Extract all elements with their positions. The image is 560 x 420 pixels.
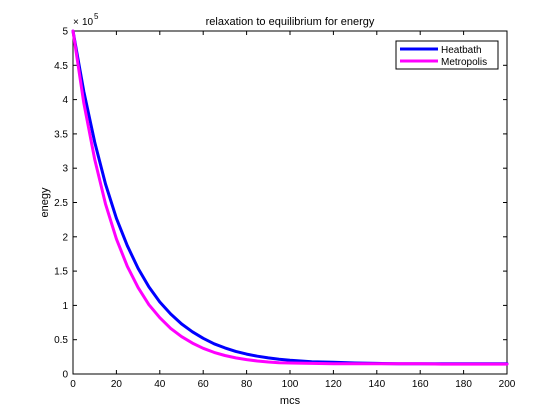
series-layer [71, 29, 509, 366]
legend-label-heatbath: Heatbath [441, 45, 482, 56]
x-axis-label: mcs [280, 395, 301, 407]
legend-label-metropolis: Metropolis [441, 57, 487, 68]
x-tick-label: 40 [154, 379, 166, 390]
y-axis-label: enegy [39, 187, 51, 217]
y-tick-label: 1 [62, 301, 68, 312]
y-tick-label: 2 [62, 232, 68, 243]
x-tick-label: 0 [70, 379, 76, 390]
x-tick-label: 140 [368, 379, 385, 390]
y-tick-label: 4.5 [54, 61, 68, 72]
y-tick-label: 0 [62, 370, 68, 381]
y-tick-label: 4 [62, 95, 68, 106]
multiplier-times-sign: × [73, 17, 79, 28]
x-tick-label: 60 [198, 379, 210, 390]
legend-box [395, 40, 499, 70]
y-tick-label: 3 [62, 164, 68, 175]
y-tick-label: 3.5 [54, 129, 68, 140]
x-axis-ticks: 0 20 40 60 80 100 120 140 160 180 200 [70, 31, 516, 390]
y-tick-label: 1.5 [54, 267, 68, 278]
x-tick-label: 200 [499, 379, 516, 390]
legend: Heatbath Metropolis [395, 40, 499, 70]
x-tick-label: 180 [455, 379, 472, 390]
x-tick-label: 20 [111, 379, 123, 390]
y-axis-multiplier: × 10 5 [73, 12, 99, 28]
plot-area [72, 30, 508, 375]
y-axis-ticks: 0 0.5 1 1.5 2 2.5 3 3.5 4 4.5 5 [54, 27, 507, 381]
x-tick-label: 120 [325, 379, 342, 390]
series-line-metropolis [71, 29, 509, 366]
x-tick-label: 100 [282, 379, 299, 390]
x-tick-label: 160 [412, 379, 429, 390]
chart-title: relaxation to equilibrium for energy [206, 16, 375, 28]
y-tick-label: 5 [62, 27, 68, 38]
x-tick-label: 80 [241, 379, 253, 390]
y-tick-label: 2.5 [54, 198, 68, 209]
multiplier-base: 10 [82, 17, 94, 28]
multiplier-exponent: 5 [94, 12, 99, 21]
y-tick-label: 0.5 [54, 335, 68, 346]
